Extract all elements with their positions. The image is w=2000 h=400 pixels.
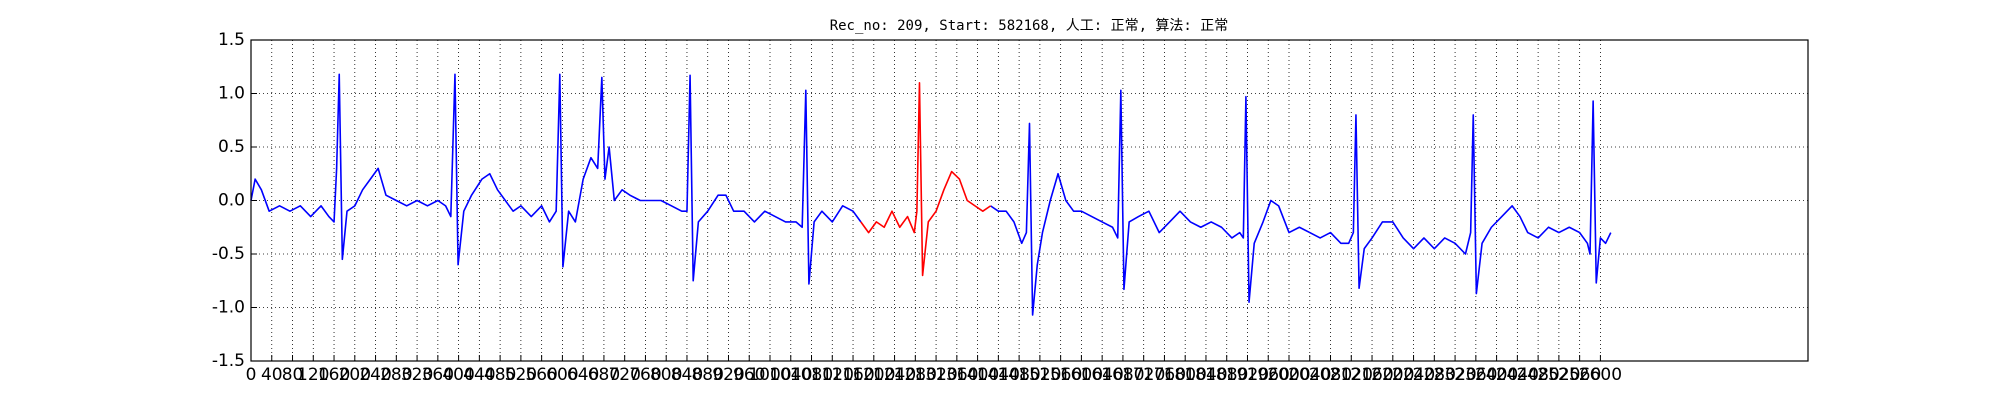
x-tick-label: 480 <box>484 365 516 385</box>
x-tick-label: 2040 <box>1288 365 1331 385</box>
x-tick-label: 2440 <box>1496 365 1539 385</box>
x-tick-label: 1560 <box>1039 365 1082 385</box>
x-tick-label: 2320 <box>1433 365 1476 385</box>
x-tick-label: 2160 <box>1350 365 1393 385</box>
x-tick-label: 1200 <box>852 365 895 385</box>
x-tick-label: 880 <box>691 365 723 385</box>
x-tick-label: 1320 <box>914 365 957 385</box>
x-tick-label: 1720 <box>1122 365 1165 385</box>
x-tick-label: 2280 <box>1413 365 1456 385</box>
x-tick-label: 1480 <box>997 365 1040 385</box>
x-tick-label: 1800 <box>1164 365 1207 385</box>
x-tick-label: 1360 <box>935 365 978 385</box>
x-tick-label: 1160 <box>831 365 874 385</box>
signal-line <box>250 73 1612 316</box>
x-tick-label: 1080 <box>790 365 833 385</box>
x-tick-label: 2560 <box>1558 365 1601 385</box>
signal-line <box>860 82 992 277</box>
x-tick-label: 240 <box>359 365 391 385</box>
y-tick-label: 0.0 <box>218 191 245 211</box>
x-tick-label: 960 <box>733 365 765 385</box>
x-tick-label: 1400 <box>956 365 999 385</box>
x-tick-label: 2080 <box>1309 365 1352 385</box>
x-tick-label: 40 <box>261 365 283 385</box>
x-tick-label: 1120 <box>811 365 854 385</box>
x-tick-label: 0 <box>246 365 257 385</box>
x-tick-label: 280 <box>380 365 412 385</box>
x-tick-label: 2000 <box>1267 365 1310 385</box>
x-tick-label: 200 <box>339 365 371 385</box>
x-tick-label: 2360 <box>1454 365 1497 385</box>
chart-title: Rec_no: 209, Start: 582168, 人工: 正常, 算法: … <box>830 18 1229 34</box>
x-tick-label: 2200 <box>1371 365 1414 385</box>
x-tick-label: 640 <box>567 365 599 385</box>
x-tick-label: 1680 <box>1101 365 1144 385</box>
y-tick-label: 1.5 <box>218 30 245 50</box>
y-tick-label: -1.0 <box>212 298 245 318</box>
x-tick-label: 1240 <box>873 365 916 385</box>
x-tick-label: 1040 <box>769 365 812 385</box>
x-tick-label: 160 <box>318 365 350 385</box>
x-tick-label: 2600 <box>1579 365 1622 385</box>
x-tick-label: 120 <box>297 365 329 385</box>
x-tick-label: 1760 <box>1143 365 1186 385</box>
x-tick-label: 440 <box>463 365 495 385</box>
x-tick-label: 2520 <box>1537 365 1580 385</box>
x-tick-label: 80 <box>282 365 304 385</box>
x-tick-label: 560 <box>525 365 557 385</box>
x-tick-label: 680 <box>588 365 620 385</box>
x-tick-label: 800 <box>650 365 682 385</box>
x-tick-label: 1600 <box>1060 365 1103 385</box>
x-tick-label: 600 <box>546 365 578 385</box>
x-tick-label: 1640 <box>1081 365 1124 385</box>
x-tick-label: 1280 <box>894 365 937 385</box>
x-tick-label: 920 <box>712 365 744 385</box>
x-tick-label: 360 <box>422 365 454 385</box>
x-tick-label: 1440 <box>977 365 1020 385</box>
x-tick-label: 2400 <box>1475 365 1518 385</box>
x-tick-label: 1960 <box>1247 365 1290 385</box>
x-tick-label: 1000 <box>748 365 791 385</box>
x-tick-label: 840 <box>671 365 703 385</box>
y-tick-label: 0.5 <box>218 137 245 157</box>
y-tick-label: -1.5 <box>212 351 245 371</box>
x-tick-label: 2120 <box>1330 365 1373 385</box>
y-tick-label: -0.5 <box>212 244 245 264</box>
x-tick-label: 320 <box>401 365 433 385</box>
x-tick-label: 400 <box>442 365 474 385</box>
x-tick-label: 1920 <box>1226 365 1269 385</box>
y-tick-label: 1.0 <box>218 84 245 104</box>
x-tick-label: 2240 <box>1392 365 1435 385</box>
x-tick-label: 720 <box>608 365 640 385</box>
x-tick-label: 2480 <box>1516 365 1559 385</box>
x-tick-label: 1840 <box>1184 365 1227 385</box>
x-tick-label: 1520 <box>1018 365 1061 385</box>
plot-frame <box>250 39 1809 362</box>
x-tick-label: 520 <box>505 365 537 385</box>
x-tick-label: 1880 <box>1205 365 1248 385</box>
x-tick-label: 760 <box>629 365 661 385</box>
